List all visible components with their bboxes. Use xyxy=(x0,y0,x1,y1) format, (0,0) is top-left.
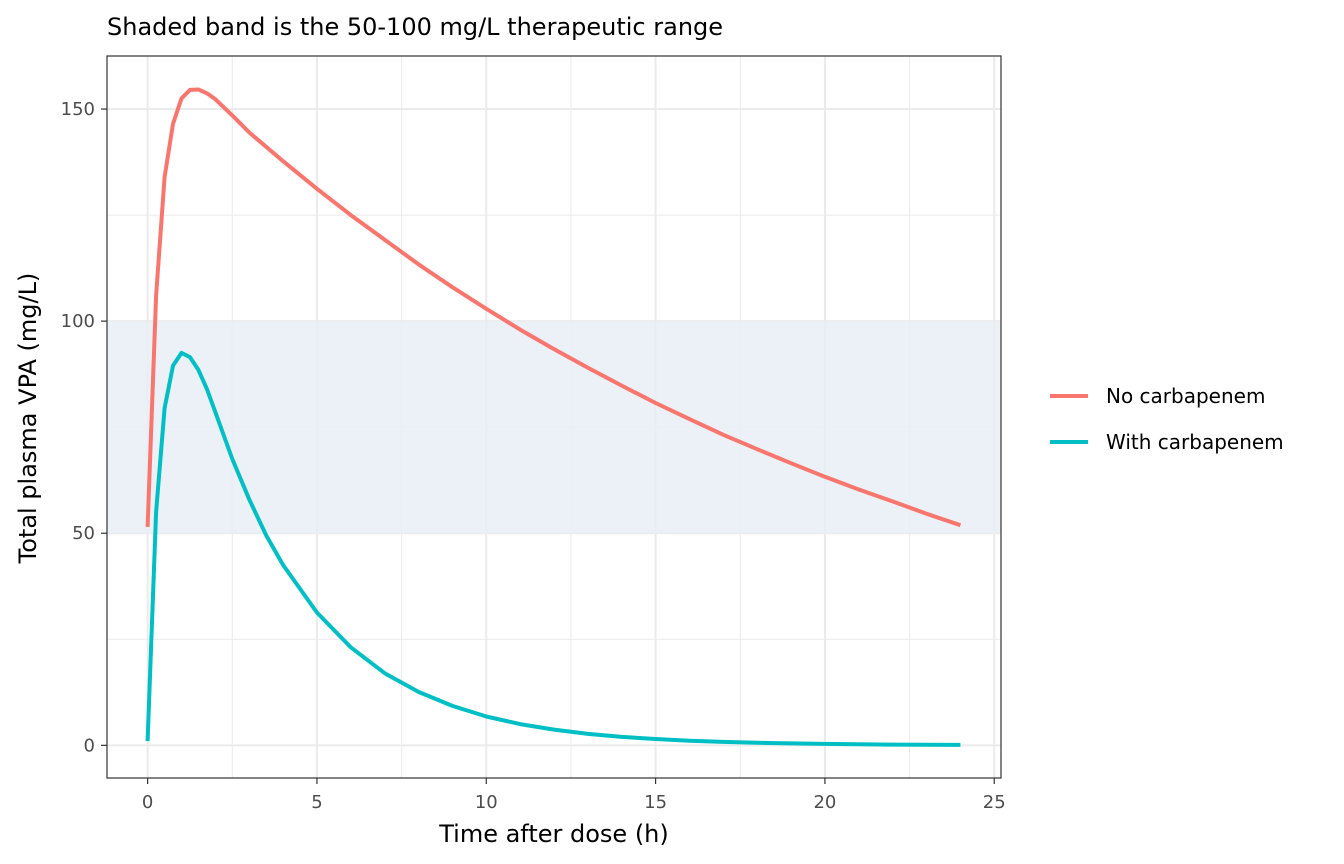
y-tick-label: 150 xyxy=(61,99,95,120)
y-tick-label: 50 xyxy=(72,523,95,544)
x-axis-title: Time after dose (h) xyxy=(438,820,669,848)
x-tick-label: 25 xyxy=(983,792,1006,813)
x-tick-label: 0 xyxy=(142,792,153,813)
x-tick-label: 20 xyxy=(813,792,836,813)
y-axis-title: Total plasma VPA (mg/L) xyxy=(14,273,42,565)
plot-border xyxy=(106,55,1002,779)
x-tick-label: 10 xyxy=(475,792,498,813)
legend-label-1: No carbapenem xyxy=(1106,384,1265,408)
series-line-2 xyxy=(145,350,961,747)
x-tick-label: 15 xyxy=(644,792,667,813)
legend-label-2: With carbapenem xyxy=(1106,430,1284,454)
therapeutic-range-band xyxy=(107,321,1001,534)
chart-subtitle: Shaded band is the 50-100 mg/L therapeut… xyxy=(107,13,723,41)
y-tick-label: 100 xyxy=(61,311,95,332)
y-tick-label: 0 xyxy=(84,735,95,756)
series-line-1 xyxy=(145,87,962,528)
plot-area: 0 5 10 15 20 25 0 50 100 150 xyxy=(61,55,1006,813)
x-tick-label: 5 xyxy=(311,792,322,813)
legend: No carbapenem With carbapenem xyxy=(1050,384,1284,454)
